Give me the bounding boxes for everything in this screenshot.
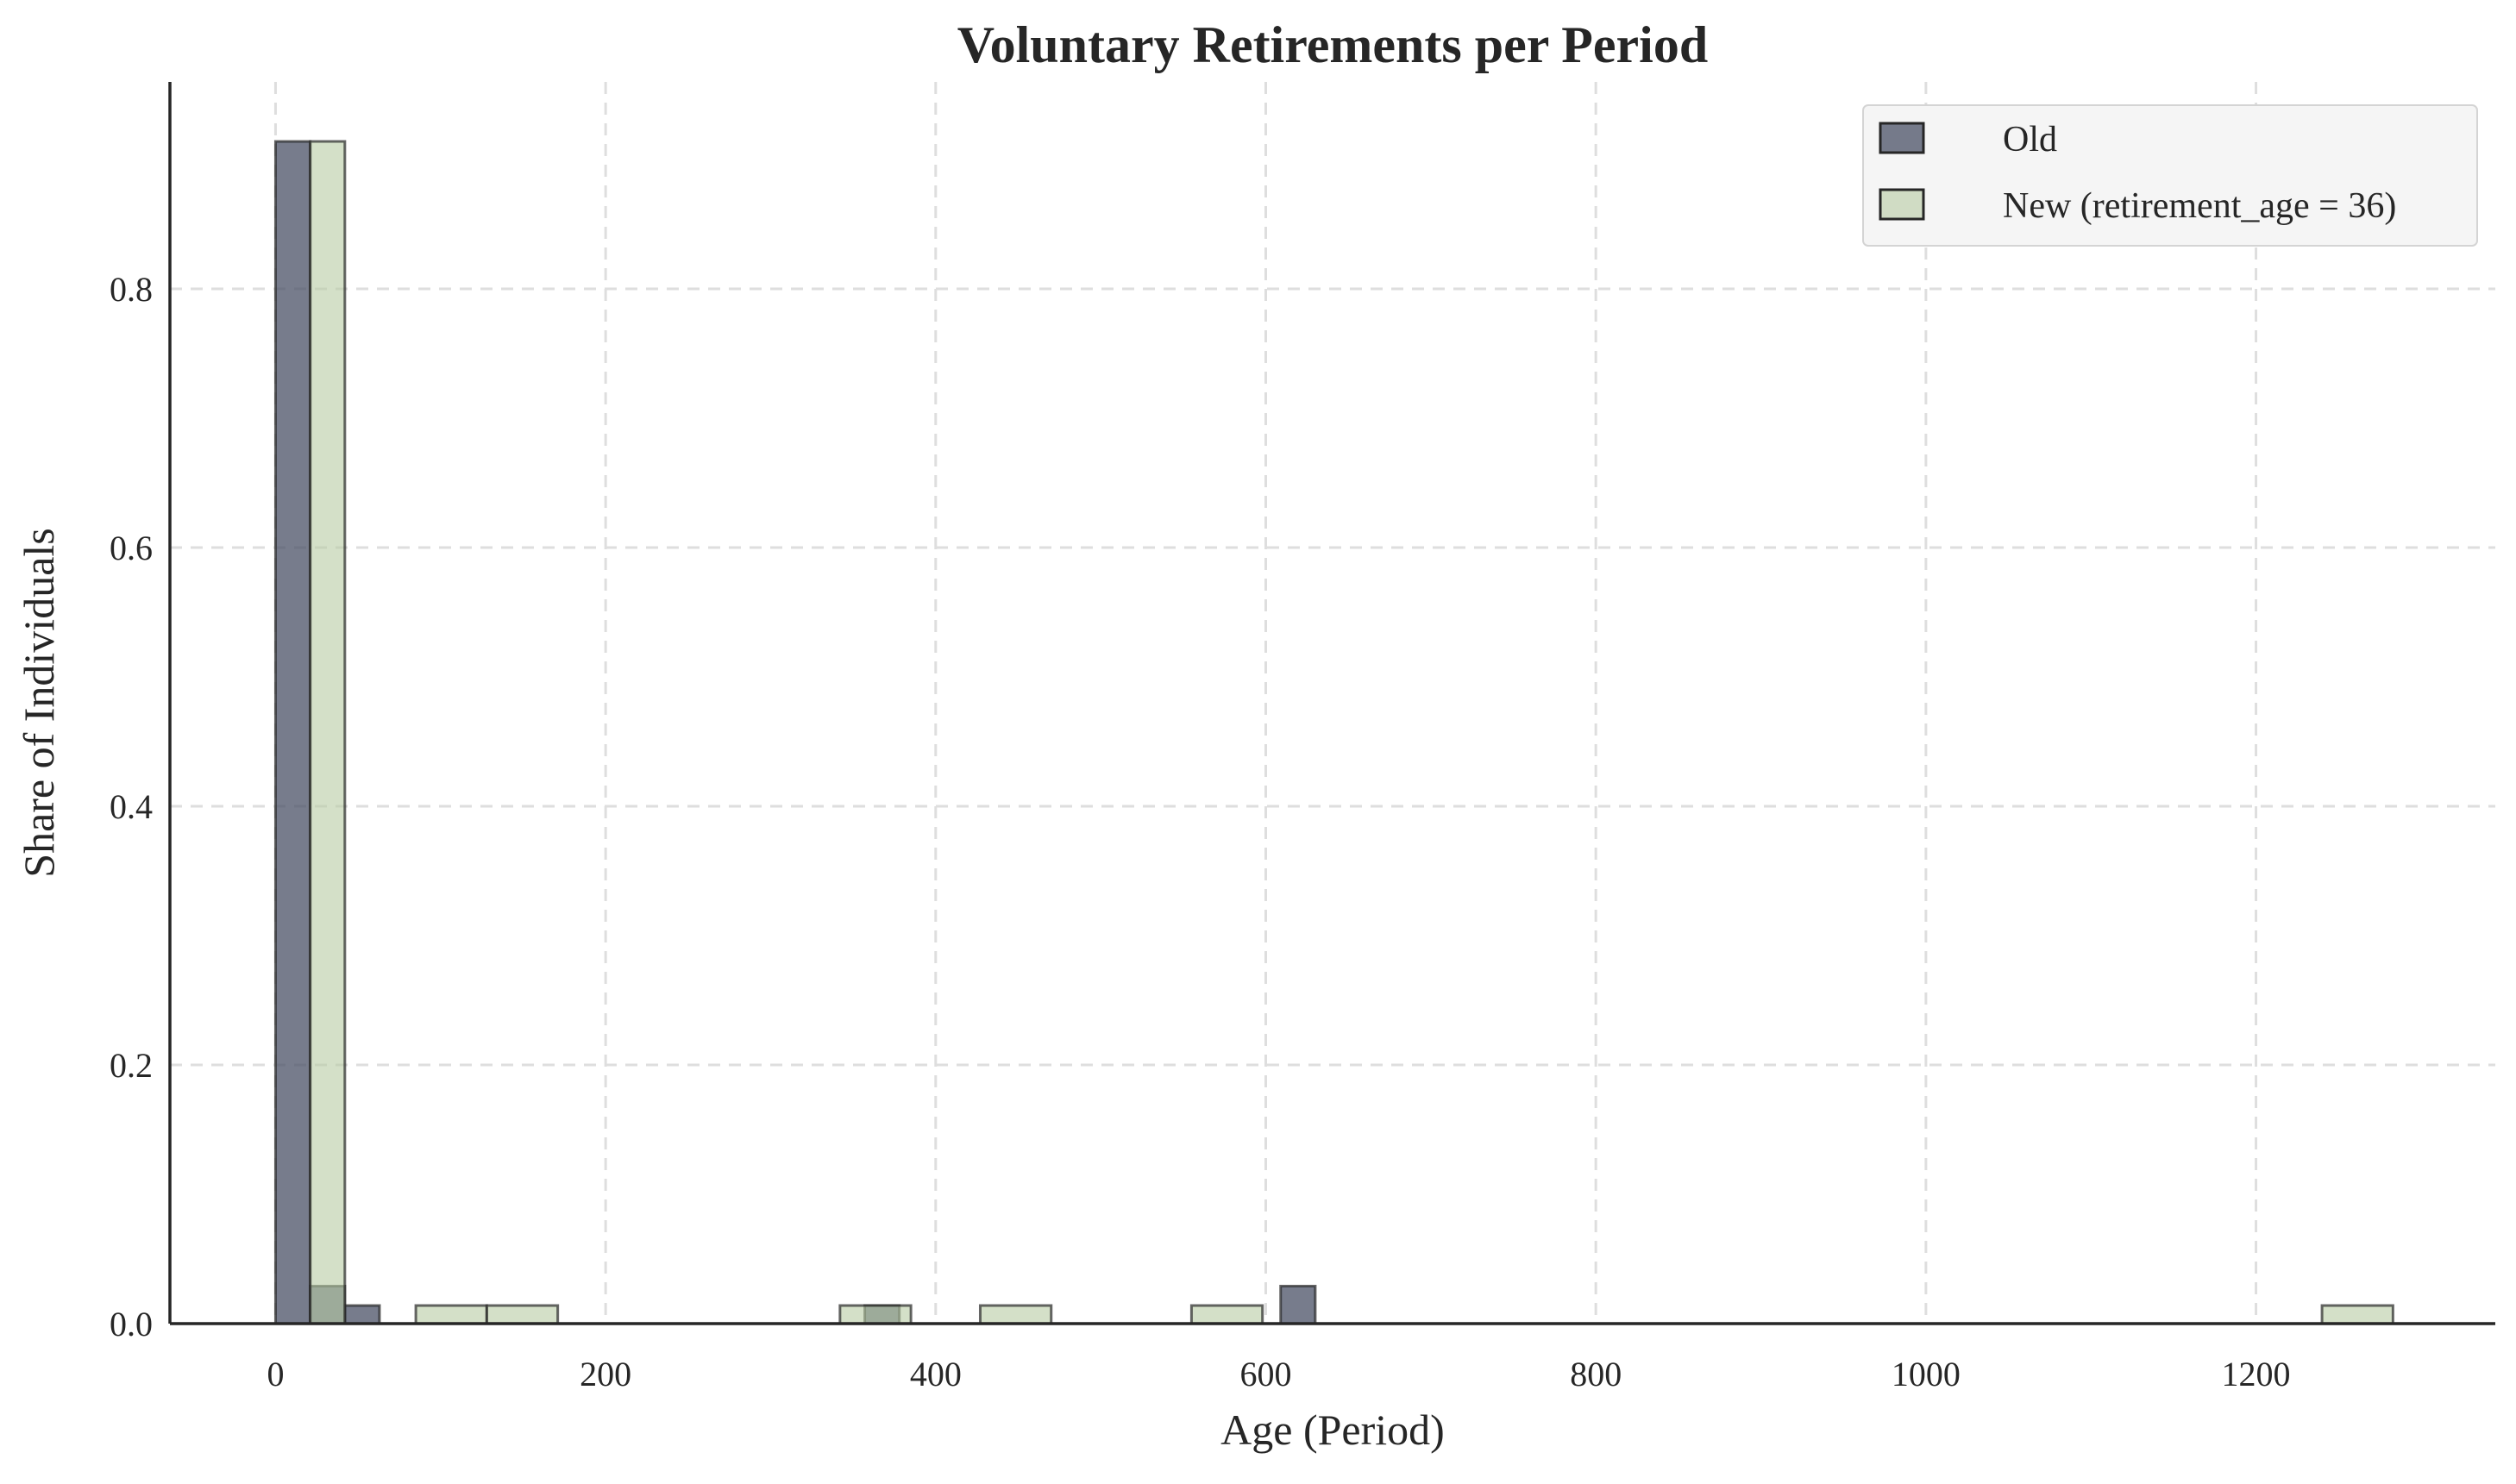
- x-tick-label: 0: [267, 1355, 284, 1393]
- y-axis-label: Share of Individuals: [15, 528, 63, 877]
- x-axis-label: Age (Period): [1220, 1406, 1445, 1454]
- bar-new: [838, 1304, 913, 1325]
- legend-frame: [1862, 104, 2478, 247]
- x-tick-label: 800: [1570, 1355, 1622, 1393]
- bar-new: [485, 1304, 560, 1325]
- y-tick-label: 0.0: [110, 1305, 153, 1343]
- y-tick-label: 0.2: [110, 1046, 153, 1085]
- y-tick-label: 0.4: [110, 787, 153, 826]
- legend-swatch-old: [1879, 122, 1925, 154]
- bar-old: [343, 1304, 381, 1325]
- x-tick-label: 600: [1240, 1355, 1292, 1393]
- bar-new: [978, 1304, 1053, 1325]
- bar-new: [309, 140, 347, 1325]
- bar-new: [414, 1304, 488, 1325]
- legend-label-old: Old: [2003, 120, 2057, 160]
- x-tick-label: 1000: [1892, 1355, 1961, 1393]
- legend-swatch-new: [1879, 188, 1925, 221]
- x-tick-label: 200: [580, 1355, 631, 1393]
- legend-label-new: New (retirement_age = 36): [2003, 186, 2396, 226]
- bar-old: [1279, 1285, 1317, 1325]
- x-tick-label: 400: [910, 1355, 962, 1393]
- x-tick-label: 1200: [2222, 1355, 2291, 1393]
- y-tick-label: 0.6: [110, 529, 153, 567]
- y-tick-label: 0.8: [110, 270, 153, 309]
- tick-labels: 0 200 400 600 800 1000 1200 0.0 0.2 0.4 0.6 0.8: [110, 270, 2291, 1393]
- grid-lines: [170, 82, 2495, 1324]
- legend: Old New (retirement_age = 36): [1862, 104, 2478, 247]
- bar-new: [2320, 1304, 2394, 1325]
- chart-title: Voluntary Retirements per Period: [957, 16, 1708, 73]
- bar-old: [273, 140, 312, 1325]
- bar-new: [1189, 1304, 1264, 1325]
- axes: [168, 82, 2495, 1325]
